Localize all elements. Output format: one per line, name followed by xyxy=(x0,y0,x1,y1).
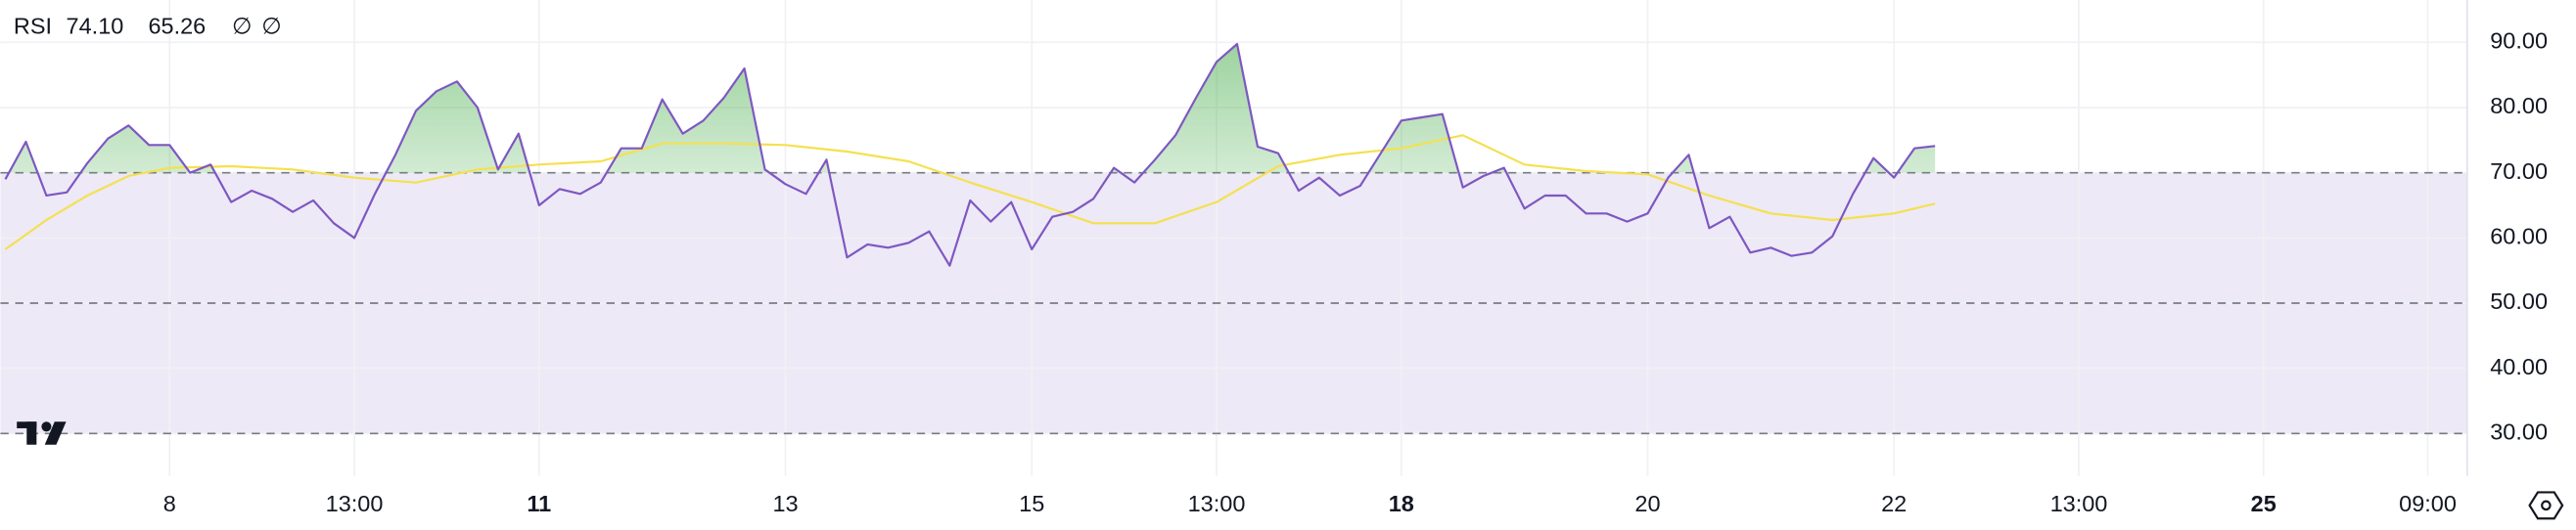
x-tick-label: 18 xyxy=(1389,491,1414,516)
logo[interactable] xyxy=(17,421,67,445)
x-tick-label: 20 xyxy=(1634,491,1660,516)
x-tick-label: 25 xyxy=(2251,491,2277,516)
background-layer xyxy=(0,0,2467,476)
y-tick-label: 40.00 xyxy=(2490,354,2548,379)
rsi-line xyxy=(4,42,1936,267)
x-tick-label: 13:00 xyxy=(1188,491,1246,516)
x-tick-label: 13 xyxy=(772,491,798,516)
header-icon[interactable]: ∅ xyxy=(232,14,252,39)
x-tick-label: 22 xyxy=(1881,491,1907,516)
lines-layer xyxy=(4,42,1936,267)
x-tick-label: 15 xyxy=(1019,491,1044,516)
x-tick-label: 09:00 xyxy=(2399,491,2457,516)
indicator-title: RSI xyxy=(14,14,52,39)
y-tick-label: 80.00 xyxy=(2490,93,2548,118)
x-tick-label: 13:00 xyxy=(326,491,384,516)
y-tick-label: 90.00 xyxy=(2490,28,2548,54)
y-tick-label: 50.00 xyxy=(2490,288,2548,314)
x-tick-label: 11 xyxy=(527,491,551,516)
y-tick-label: 70.00 xyxy=(2490,158,2548,184)
header-value: 65.26 xyxy=(148,14,206,39)
header-icon[interactable]: ∅ xyxy=(261,14,281,39)
x-tick-label: 8 xyxy=(163,491,176,516)
header-value: 74.10 xyxy=(67,14,124,39)
settings-icon[interactable] xyxy=(2528,491,2564,520)
labels-layer: RSI 74.10 65.26 ∅ ∅ 30.00 40.00 50.00 60.00… xyxy=(14,14,2548,516)
y-tick-label: 30.00 xyxy=(2490,419,2548,444)
rsi-ma-line xyxy=(4,134,1936,250)
x-tick-label: 13:00 xyxy=(2050,491,2108,516)
y-tick-label: 60.00 xyxy=(2490,224,2548,249)
